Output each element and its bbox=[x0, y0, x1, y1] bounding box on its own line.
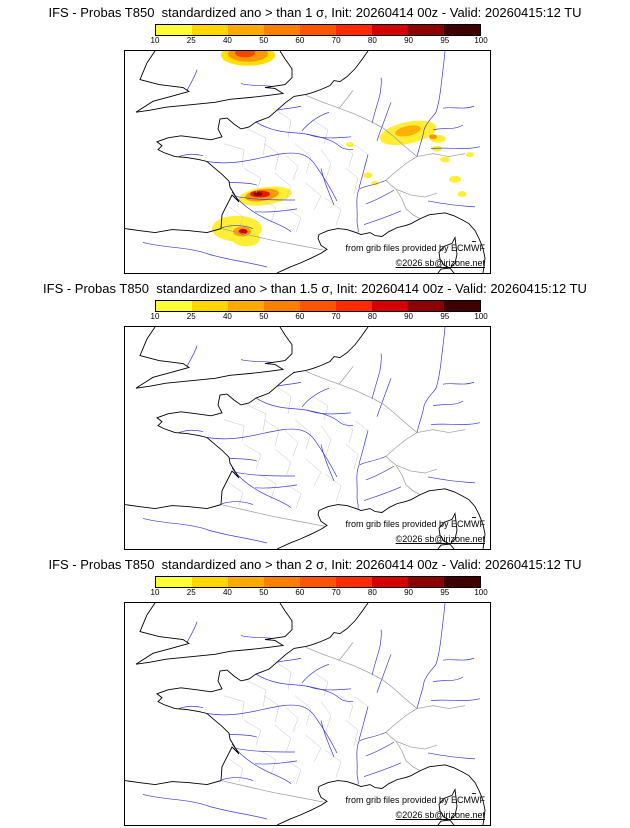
colorbar-segment bbox=[192, 301, 228, 311]
colorbar-segments bbox=[155, 576, 481, 588]
colorbar-segment bbox=[336, 301, 372, 311]
panel-sigma-2: IFS - Probas T850 standardized ano > tha… bbox=[0, 552, 630, 828]
credit-ecmwf: from grib files provided by ECMWF bbox=[345, 795, 485, 805]
colorbar-tick-label: 10 bbox=[150, 312, 160, 321]
france-basemap bbox=[125, 51, 486, 273]
colorbar-tick-label: 60 bbox=[295, 588, 305, 597]
colorbar-tick-label: 25 bbox=[186, 588, 196, 597]
colorbar-tick-label: 40 bbox=[222, 588, 232, 597]
map-panel: from grib files provided by ECMWF ©2026 … bbox=[124, 602, 491, 826]
panel-title: IFS - Probas T850 standardized ano > tha… bbox=[48, 5, 582, 20]
colorbar-labels: 10 25 40 50 60 70 80 90 95 100 bbox=[151, 36, 488, 45]
colorbar-segment bbox=[264, 577, 300, 587]
colorbar-tick-label: 40 bbox=[222, 312, 232, 321]
credit-ecmwf: from grib files provided by ECMWF bbox=[345, 519, 485, 529]
colorbar-tick-label: 100 bbox=[474, 36, 488, 45]
colorbar-segment bbox=[192, 25, 228, 35]
colorbar-tick-label: 95 bbox=[440, 312, 450, 321]
france-basemap bbox=[125, 603, 486, 825]
credit-email-link: ©2026 sb@irizone.net bbox=[395, 258, 485, 268]
colorbar-tick-label: 60 bbox=[295, 36, 305, 45]
colorbar-segment bbox=[228, 25, 264, 35]
colorbar-segments bbox=[155, 300, 481, 312]
colorbar-segment bbox=[444, 25, 480, 35]
colorbar-tick-label: 10 bbox=[150, 36, 160, 45]
colorbar-tick-label: 100 bbox=[474, 312, 488, 321]
colorbar-segment bbox=[372, 577, 408, 587]
colorbar-segment bbox=[264, 301, 300, 311]
colorbar-segment bbox=[228, 577, 264, 587]
colorbar-tick-label: 70 bbox=[331, 588, 341, 597]
probability-colorbar: 10 25 40 50 60 70 80 90 95 100 bbox=[151, 576, 488, 597]
colorbar-tick-label: 70 bbox=[331, 312, 341, 321]
colorbar-segment bbox=[372, 25, 408, 35]
colorbar-tick-label: 80 bbox=[367, 36, 377, 45]
colorbar-tick-label: 90 bbox=[404, 588, 413, 597]
panel-sigma-1: IFS - Probas T850 standardized ano > tha… bbox=[0, 0, 630, 276]
colorbar-tick-label: 60 bbox=[295, 312, 305, 321]
colorbar-tick-label: 80 bbox=[367, 312, 377, 321]
colorbar-tick-label: 95 bbox=[440, 36, 450, 45]
colorbar-tick-label: 40 bbox=[222, 36, 232, 45]
colorbar-segment bbox=[228, 301, 264, 311]
colorbar-segment bbox=[408, 25, 444, 35]
credit-email-link: ©2026 sb@irizone.net bbox=[395, 534, 485, 544]
colorbar-segment bbox=[336, 577, 372, 587]
colorbar-tick-label: 50 bbox=[259, 36, 269, 45]
colorbar-segment bbox=[444, 301, 480, 311]
colorbar-segment bbox=[444, 577, 480, 587]
colorbar-tick-label: 90 bbox=[404, 312, 413, 321]
credit-email-link: ©2026 sb@irizone.net bbox=[395, 810, 485, 820]
colorbar-tick-label: 90 bbox=[404, 36, 413, 45]
colorbar-segments bbox=[155, 24, 481, 36]
probability-colorbar: 10 25 40 50 60 70 80 90 95 100 bbox=[151, 300, 488, 321]
colorbar-segment bbox=[156, 301, 192, 311]
colorbar-tick-label: 50 bbox=[259, 312, 269, 321]
colorbar-labels: 10 25 40 50 60 70 80 90 95 100 bbox=[151, 588, 488, 597]
colorbar-segment bbox=[192, 577, 228, 587]
colorbar-tick-label: 25 bbox=[186, 312, 196, 321]
colorbar-tick-label: 50 bbox=[259, 588, 269, 597]
colorbar-labels: 10 25 40 50 60 70 80 90 95 100 bbox=[151, 312, 488, 321]
colorbar-tick-label: 10 bbox=[150, 588, 160, 597]
colorbar-segment bbox=[156, 577, 192, 587]
colorbar-tick-label: 70 bbox=[331, 36, 341, 45]
panel-sigma-1-5: IFS - Probas T850 standardized ano > tha… bbox=[0, 276, 630, 552]
colorbar-segment bbox=[408, 301, 444, 311]
probability-colorbar: 10 25 40 50 60 70 80 90 95 100 bbox=[151, 24, 488, 45]
credit-ecmwf: from grib files provided by ECMWF bbox=[345, 243, 485, 253]
colorbar-segment bbox=[408, 577, 444, 587]
panel-title: IFS - Probas T850 standardized ano > tha… bbox=[43, 281, 587, 296]
panel-title: IFS - Probas T850 standardized ano > tha… bbox=[48, 557, 582, 572]
colorbar-segment bbox=[156, 25, 192, 35]
colorbar-tick-label: 100 bbox=[474, 588, 488, 597]
map-panel: from grib files provided by ECMWF ©2026 … bbox=[124, 326, 491, 550]
map-panel: from grib files provided by ECMWF ©2026 … bbox=[124, 50, 491, 274]
colorbar-tick-label: 80 bbox=[367, 588, 377, 597]
france-basemap bbox=[125, 327, 486, 549]
colorbar-segment bbox=[300, 25, 336, 35]
colorbar-segment bbox=[264, 25, 300, 35]
colorbar-segment bbox=[336, 25, 372, 35]
colorbar-tick-label: 25 bbox=[186, 36, 196, 45]
colorbar-tick-label: 95 bbox=[440, 588, 450, 597]
colorbar-segment bbox=[300, 577, 336, 587]
colorbar-segment bbox=[300, 301, 336, 311]
colorbar-segment bbox=[372, 301, 408, 311]
